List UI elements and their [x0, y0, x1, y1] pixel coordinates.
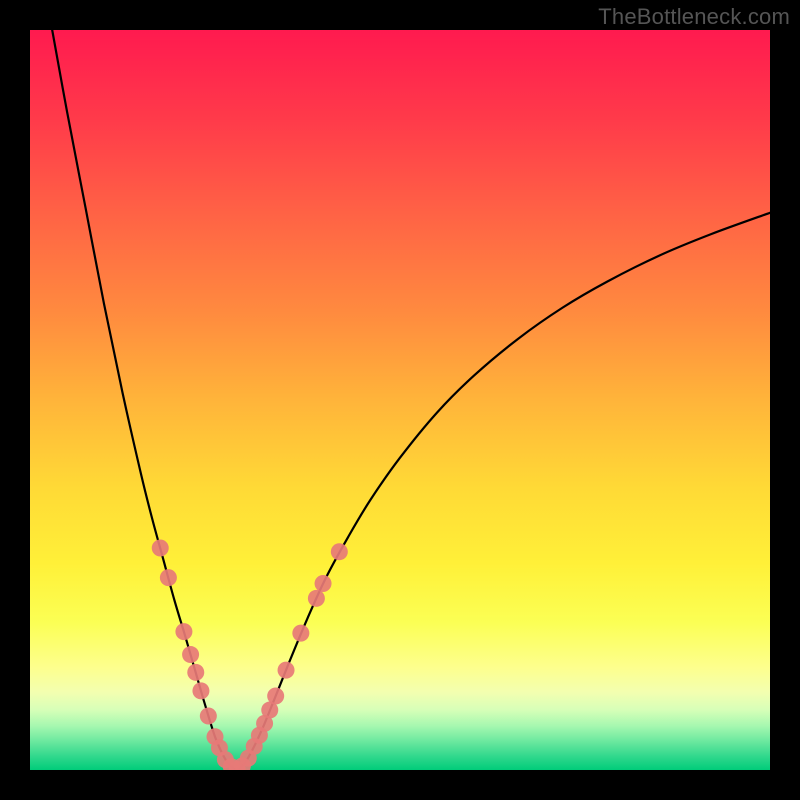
- data-marker: [331, 543, 348, 560]
- bottleneck-curve: [52, 30, 770, 770]
- data-marker: [160, 569, 177, 586]
- data-marker: [308, 590, 325, 607]
- data-marker: [267, 688, 284, 705]
- plot-area: [30, 30, 770, 770]
- data-marker: [200, 707, 217, 724]
- data-marker: [315, 575, 332, 592]
- data-marker: [192, 682, 209, 699]
- data-marker: [152, 540, 169, 557]
- data-marker: [187, 664, 204, 681]
- data-marker: [182, 646, 199, 663]
- chart-svg: [30, 30, 770, 770]
- data-marker: [278, 662, 295, 679]
- data-marker: [292, 625, 309, 642]
- watermark-text: TheBottleneck.com: [598, 4, 790, 30]
- data-marker: [175, 623, 192, 640]
